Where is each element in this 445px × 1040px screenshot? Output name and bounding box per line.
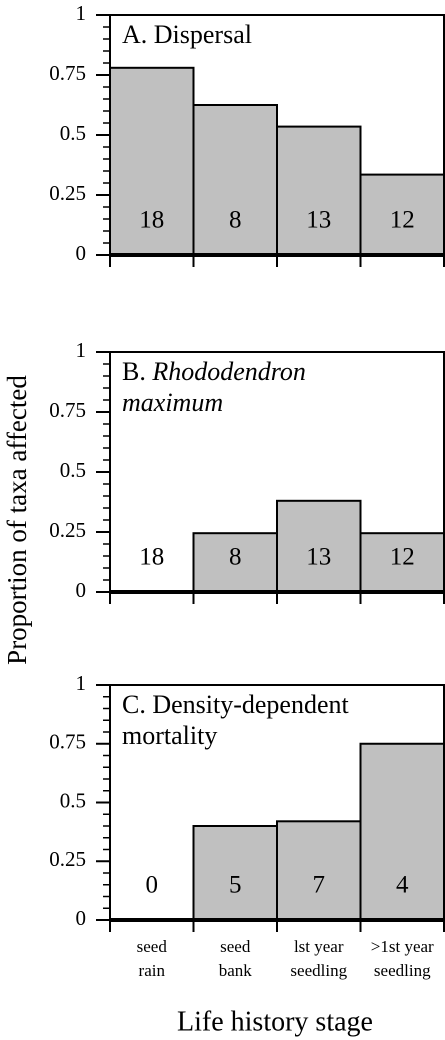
sample-size-label: 7 — [313, 872, 326, 899]
x-tick-label: seed — [137, 937, 168, 956]
panel-title: mortality — [122, 721, 217, 750]
y-tick-label: 0.25 — [49, 847, 86, 871]
sample-size-label: 8 — [229, 207, 242, 234]
x-tick-label: seedling — [290, 961, 347, 980]
y-tick-label: 0.5 — [60, 121, 86, 145]
y-tick-label: 0.5 — [60, 458, 86, 482]
panel-title-part: mortality — [122, 721, 217, 750]
y-axis-label: Proportion of taxa affected — [2, 375, 32, 665]
panel-title-part: A. Dispersal — [122, 20, 252, 49]
sample-size-label: 5 — [229, 872, 242, 899]
y-tick-label: 0.75 — [49, 730, 86, 754]
panel-title-part: maximum — [122, 388, 223, 417]
bar — [192, 104, 278, 256]
bar — [192, 825, 278, 921]
panel-title-part: C. Density-dependent — [122, 690, 350, 719]
bar — [359, 532, 445, 594]
sample-size-label: 18 — [139, 207, 164, 234]
sample-size-label: 13 — [306, 544, 331, 571]
panel-title: A. Dispersal — [122, 20, 252, 49]
y-tick-label: 1 — [76, 1, 87, 25]
panel-title: maximum — [122, 388, 223, 417]
sample-size-label: 12 — [390, 207, 415, 234]
x-tick-label: >1st year — [371, 937, 434, 956]
y-tick-label: 0 — [76, 906, 87, 930]
panel-title: B. Rhododendron — [122, 357, 306, 386]
x-tick-label: seedling — [374, 961, 431, 980]
panel-title-part: B. — [122, 357, 152, 386]
plot-frame — [110, 351, 445, 592]
y-tick-label: 1 — [76, 338, 87, 362]
panel-title: C. Density-dependent — [122, 690, 350, 719]
y-tick-label: 0 — [76, 241, 87, 265]
sample-size-label: 13 — [306, 207, 331, 234]
sample-size-label: 4 — [396, 872, 409, 899]
bar — [192, 532, 278, 594]
y-tick-label: 0.25 — [49, 518, 86, 542]
x-tick-label: bank — [219, 961, 253, 980]
sample-size-label: 8 — [229, 544, 242, 571]
panel-title-part: Rhododendron — [151, 357, 306, 386]
sample-size-label: 18 — [139, 544, 164, 571]
x-tick-label: rain — [139, 961, 166, 980]
bar — [276, 820, 362, 921]
x-axis-label: Life history stage — [177, 1006, 373, 1037]
bar — [276, 125, 362, 256]
y-tick-label: 0.25 — [49, 181, 86, 205]
bar — [276, 499, 362, 593]
x-tick-label: seed — [220, 937, 251, 956]
y-tick-label: 0.5 — [60, 788, 86, 812]
y-tick-label: 0 — [76, 578, 87, 602]
y-tick-label: 0.75 — [49, 398, 86, 422]
y-tick-label: 0.75 — [49, 61, 86, 85]
sample-size-label: 12 — [390, 544, 415, 571]
sample-size-label: 0 — [146, 872, 159, 899]
x-tick-label: lst year — [294, 937, 344, 956]
y-tick-label: 1 — [76, 671, 87, 695]
